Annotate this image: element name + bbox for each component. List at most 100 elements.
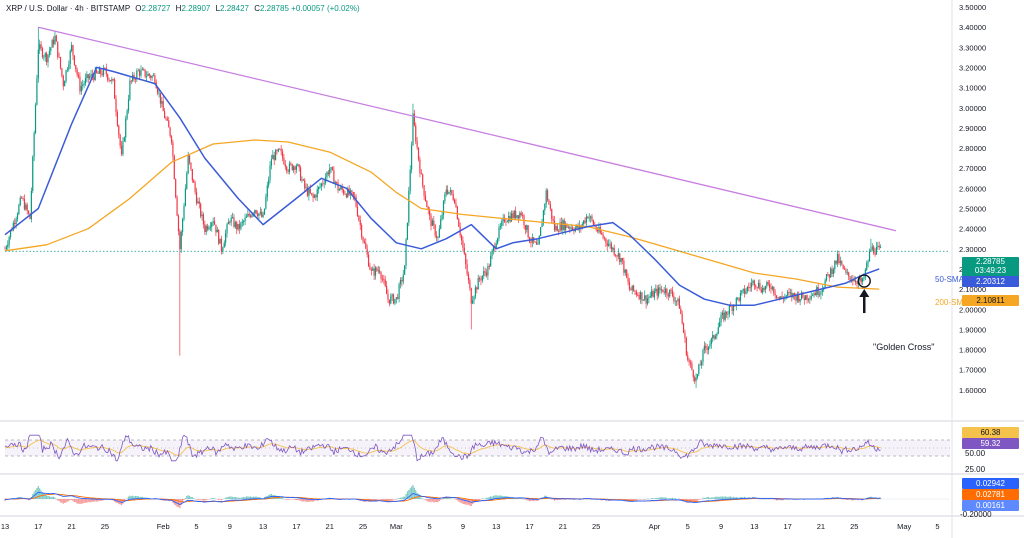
macd-histogram-bar xyxy=(234,496,236,499)
candle-body xyxy=(79,76,81,92)
candle-body xyxy=(41,48,44,58)
candle-body xyxy=(701,361,703,366)
open-key: O xyxy=(135,4,142,13)
candle-body xyxy=(341,187,343,190)
candle-body xyxy=(398,284,400,299)
candle-body xyxy=(223,242,225,248)
macd-histogram-bar xyxy=(714,496,717,499)
sma200-line xyxy=(4,139,880,290)
candle-body xyxy=(778,297,780,300)
macd-histogram-bar xyxy=(495,495,497,499)
macd-histogram-bar xyxy=(670,498,672,499)
macd-histogram-bar xyxy=(286,499,288,500)
candle-body xyxy=(878,245,880,248)
macd-histogram-bar xyxy=(663,497,665,499)
candle-body xyxy=(98,68,100,74)
candle-body xyxy=(401,279,403,282)
macd-histogram-bar xyxy=(777,499,779,501)
candle-body xyxy=(596,229,599,232)
candle-body xyxy=(602,234,604,238)
price-marks xyxy=(4,26,950,388)
candle-body xyxy=(250,215,252,218)
candle-body xyxy=(222,247,224,252)
candle-body xyxy=(530,242,532,244)
macd-histogram-bar xyxy=(47,496,49,499)
macd-histogram-bar xyxy=(40,490,42,499)
macd-histogram-bar xyxy=(433,499,435,503)
candle-body xyxy=(749,287,751,288)
candle-body xyxy=(238,224,241,229)
macd-histogram-bar xyxy=(195,499,198,500)
macd-histogram-bar xyxy=(760,498,762,500)
macd-histogram-bar xyxy=(501,495,503,499)
macd-histogram-bar xyxy=(781,499,783,501)
candle-body xyxy=(40,44,42,49)
candle-body xyxy=(116,112,119,126)
macd-histogram-bar xyxy=(95,499,98,502)
candle-body xyxy=(756,286,758,288)
last-price-value: 2.28785 xyxy=(976,257,1005,266)
macd-histogram-bar xyxy=(230,496,232,499)
candle-body xyxy=(880,246,882,248)
macd-histogram-bar xyxy=(416,492,418,499)
macd-histogram-bar xyxy=(183,499,185,501)
macd-histogram-bar xyxy=(560,499,563,500)
candle-body xyxy=(318,187,320,190)
macd-histogram-bar xyxy=(771,498,773,500)
candle-body xyxy=(534,241,536,243)
macd-histogram-bar xyxy=(727,496,729,499)
macd-histogram-bar xyxy=(763,498,765,500)
candle-body xyxy=(487,265,489,276)
macd-histogram-bar xyxy=(208,499,210,500)
candle-body xyxy=(90,73,92,77)
candle-body xyxy=(660,289,662,291)
candle-body xyxy=(796,293,798,301)
macd-histogram-bar xyxy=(469,499,471,506)
macd-histogram-bar xyxy=(678,498,681,500)
macd-histogram-bar xyxy=(519,498,521,499)
macd-histogram-bar xyxy=(669,498,671,499)
macd-histogram-bar xyxy=(57,499,59,501)
candle-body xyxy=(430,215,432,226)
macd-histogram-bar xyxy=(381,499,384,501)
macd-value-c: 0.00161 xyxy=(976,501,1005,510)
y-tick-label: 3.20000 xyxy=(959,63,986,72)
macd-histogram-bar xyxy=(179,499,181,509)
macd-histogram-bar xyxy=(225,497,227,499)
candle-body xyxy=(77,74,80,77)
candle-body xyxy=(827,274,829,275)
candle-body xyxy=(685,338,687,356)
candle-body xyxy=(644,295,646,300)
macd-histogram-bar xyxy=(634,499,636,501)
macd-histogram-bar xyxy=(782,499,785,501)
candle-body xyxy=(545,190,547,205)
candle-body xyxy=(454,199,456,204)
candle-body xyxy=(812,295,814,297)
candle-body xyxy=(120,145,123,155)
macd-histogram-bar xyxy=(240,497,242,499)
macd-histogram-bar xyxy=(141,496,143,499)
candle-body xyxy=(244,217,246,222)
macd-histogram-bar xyxy=(283,498,285,500)
candle-body xyxy=(856,282,858,285)
macd-histogram-bar xyxy=(467,499,470,505)
candle-body xyxy=(299,167,302,181)
macd-histogram-bar xyxy=(80,499,82,504)
candle-body xyxy=(773,286,775,294)
candle-body xyxy=(71,45,73,51)
candle-body xyxy=(648,297,650,299)
candle-body xyxy=(467,274,470,281)
macd-histogram-bar xyxy=(732,496,735,499)
candle-body xyxy=(319,186,321,188)
candle-body xyxy=(437,237,439,239)
macd-histogram-bar xyxy=(841,499,843,500)
macd-histogram-bar xyxy=(98,499,100,501)
x-tick-label: 17 xyxy=(783,522,791,531)
macd-histogram-bar xyxy=(311,499,313,502)
candle-body xyxy=(498,227,500,239)
candle-body xyxy=(745,291,747,294)
ohlc-legend: XRP / U.S. Dollar · 4h · BITSTAMP O2.287… xyxy=(6,4,360,13)
candle-body xyxy=(485,272,488,276)
macd-histogram-bar xyxy=(68,499,70,502)
candle-body xyxy=(552,218,554,221)
